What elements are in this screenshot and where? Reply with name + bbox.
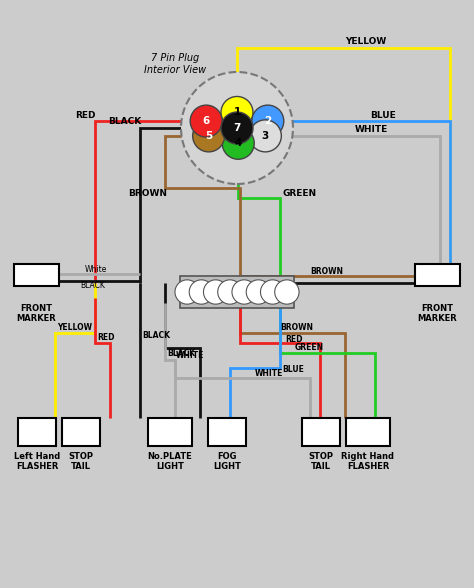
Text: BROWN: BROWN (128, 189, 167, 198)
Bar (62, 418, 100, 446)
Text: FRONT
MARKER: FRONT MARKER (417, 304, 457, 323)
Circle shape (249, 120, 282, 152)
Text: BLACK: BLACK (167, 349, 195, 358)
Text: RED: RED (75, 111, 95, 119)
Text: 2: 2 (264, 116, 272, 126)
Bar (14, 264, 59, 286)
Text: BROWN: BROWN (310, 266, 343, 276)
Text: Left Hand
FLASHER: Left Hand FLASHER (14, 452, 60, 472)
Text: 7 Pin Plug
Interior View: 7 Pin Plug Interior View (144, 53, 206, 75)
Text: STOP
TAIL: STOP TAIL (69, 452, 93, 472)
Circle shape (246, 280, 271, 304)
Bar (346, 418, 390, 446)
Text: YELLOW: YELLOW (345, 38, 386, 46)
Text: 4: 4 (235, 138, 242, 148)
Text: BLACK: BLACK (80, 280, 105, 289)
Bar (302, 418, 340, 446)
Circle shape (189, 280, 213, 304)
Circle shape (261, 280, 285, 304)
Text: White: White (85, 266, 108, 275)
Circle shape (175, 280, 199, 304)
Text: RED: RED (97, 333, 115, 342)
Text: WHITE: WHITE (255, 369, 283, 379)
Text: FRONT
MARKER: FRONT MARKER (16, 304, 56, 323)
Text: BLUE: BLUE (282, 366, 304, 375)
Circle shape (232, 280, 256, 304)
Circle shape (275, 280, 299, 304)
Circle shape (222, 127, 254, 159)
Circle shape (252, 105, 284, 137)
Text: Right Hand
FLASHER: Right Hand FLASHER (341, 452, 394, 472)
Circle shape (190, 105, 222, 137)
Text: No.PLATE
LIGHT: No.PLATE LIGHT (147, 452, 192, 472)
Text: 3: 3 (262, 131, 269, 141)
Text: FOG
LIGHT: FOG LIGHT (213, 452, 241, 472)
Circle shape (221, 96, 253, 128)
Text: 7: 7 (233, 123, 241, 133)
Circle shape (181, 72, 293, 184)
Text: GREEN: GREEN (295, 343, 324, 352)
Text: YELLOW: YELLOW (57, 323, 92, 332)
Text: WHITE: WHITE (176, 352, 204, 360)
Text: BROWN: BROWN (280, 323, 313, 332)
Bar (148, 418, 192, 446)
Text: BLACK: BLACK (142, 332, 170, 340)
Text: STOP
TAIL: STOP TAIL (309, 452, 334, 472)
Bar (180, 276, 294, 308)
Text: WHITE: WHITE (355, 125, 388, 135)
Bar (18, 418, 56, 446)
Text: 1: 1 (233, 108, 241, 118)
Text: 5: 5 (205, 131, 212, 141)
Text: GREEN: GREEN (283, 189, 317, 198)
Circle shape (218, 280, 242, 304)
Text: RED: RED (285, 336, 302, 345)
Circle shape (221, 112, 253, 144)
Text: BLACK: BLACK (108, 118, 141, 126)
Bar (208, 418, 246, 446)
Bar (415, 264, 460, 286)
Circle shape (203, 280, 228, 304)
Text: BLUE: BLUE (370, 111, 396, 119)
Circle shape (192, 120, 225, 152)
Text: 6: 6 (202, 116, 210, 126)
